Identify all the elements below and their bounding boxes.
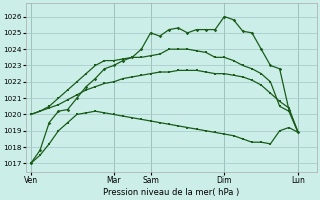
X-axis label: Pression niveau de la mer( hPa ): Pression niveau de la mer( hPa ) <box>103 188 239 197</box>
